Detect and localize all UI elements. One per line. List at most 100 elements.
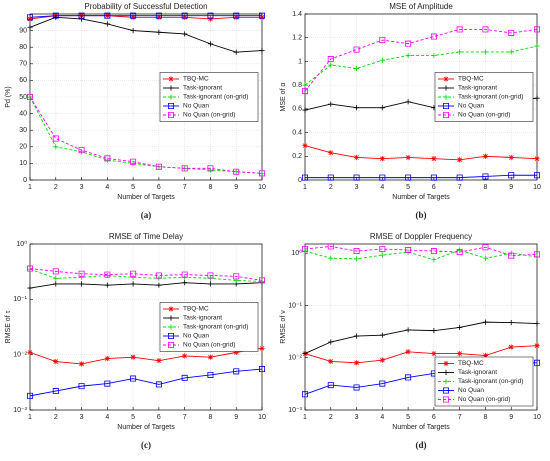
point-marker: [78, 383, 85, 390]
legend-marker: [443, 387, 449, 394]
point-marker: [353, 174, 360, 181]
point-marker: [405, 40, 412, 47]
legend-marker: [443, 112, 449, 118]
point-marker: [155, 272, 162, 279]
y-tick-label: 10⁻³: [13, 407, 27, 414]
y-axis-label: MSE of α: [280, 83, 287, 112]
legend-marker: [443, 396, 449, 403]
point-marker: [181, 374, 188, 381]
x-tick-label: 10: [533, 414, 541, 421]
point-marker: [379, 332, 385, 338]
y-tick-label: 1.2: [292, 35, 302, 42]
y-tick-label: 10⁰: [291, 249, 302, 257]
legend-label: Task-ignorant (on-grid): [458, 378, 523, 385]
legend-label: TBQ-MC: [458, 360, 484, 367]
point-marker: [482, 244, 489, 251]
x-tick-label: 10: [258, 414, 266, 421]
point-marker: [207, 167, 214, 173]
x-tick-label: 10: [258, 184, 266, 191]
series-line: [29, 15, 262, 20]
point-marker: [302, 143, 308, 149]
chart-title: Probability of Successful Detection: [84, 2, 207, 11]
series-line: [304, 321, 538, 355]
legend-marker: [443, 378, 449, 385]
legend-marker: [168, 306, 174, 312]
point-marker: [379, 37, 386, 44]
legend-marker: [168, 315, 174, 321]
legend-label: Task-ignorant: [183, 315, 222, 322]
point-marker: [353, 256, 360, 262]
point-marker: [328, 150, 334, 156]
legend-marker: [443, 85, 449, 91]
point-marker: [156, 29, 162, 35]
point-marker: [104, 21, 110, 27]
point-marker: [302, 248, 308, 254]
point-marker: [207, 371, 214, 378]
series-line: [29, 268, 263, 281]
point-marker: [78, 281, 85, 287]
x-tick-label: 4: [380, 184, 384, 191]
point-marker: [78, 361, 85, 367]
x-tick-label: 1: [303, 184, 307, 191]
point-marker: [302, 246, 308, 253]
point-marker: [233, 273, 240, 280]
legend: TBQ-MC Task-ignorant Task-ignorant (on-gri…: [434, 72, 534, 122]
legend-label: No Quan: [458, 103, 484, 110]
legend-marker: [168, 324, 174, 330]
point-marker: [104, 12, 111, 19]
point-marker: [207, 41, 214, 47]
y-tick-label: 1: [298, 58, 302, 65]
x-tick-label: 5: [131, 414, 135, 421]
legend-label: No Quan: [183, 333, 209, 340]
point-marker: [259, 47, 265, 54]
x-tick-label: 3: [80, 414, 84, 421]
x-tick-label: 6: [432, 414, 436, 421]
series-line: [29, 368, 263, 397]
point-marker: [302, 391, 308, 398]
point-marker: [78, 274, 85, 280]
point-marker: [130, 28, 136, 34]
point-marker: [207, 165, 214, 172]
point-marker: [405, 374, 412, 381]
point-marker: [155, 381, 162, 388]
point-marker: [353, 248, 360, 255]
point-marker: [379, 57, 385, 63]
x-tick-label: 7: [183, 414, 187, 421]
point-marker: [482, 26, 489, 33]
legend-marker: [168, 333, 174, 339]
point-marker: [482, 153, 489, 159]
point-marker: [327, 382, 334, 389]
x-tick-label: 3: [80, 184, 84, 191]
legend-marker: [443, 76, 449, 82]
point-marker: [379, 156, 385, 162]
point-marker: [182, 14, 188, 20]
point-marker: [78, 270, 85, 277]
legend-label: No Quan (on-grid): [458, 396, 510, 403]
point-marker: [328, 339, 334, 345]
y-tick-label: 70: [19, 61, 27, 68]
point-marker: [353, 154, 360, 161]
legend-label: No Quan (on-grid): [458, 112, 510, 119]
legend-label: TBQ-MC: [183, 76, 209, 83]
x-tick-label: 9: [234, 184, 238, 191]
point-marker: [430, 174, 437, 181]
point-marker: [328, 101, 334, 107]
x-axis-label: Number of Targets: [117, 194, 175, 201]
legend-label: Task-ignorant (on-grid): [183, 324, 248, 331]
point-marker: [302, 88, 308, 95]
point-marker: [156, 358, 162, 364]
series-line: [304, 245, 538, 257]
point-marker: [302, 350, 308, 357]
point-marker: [181, 165, 188, 172]
legend-label: TBQ-MC: [183, 306, 209, 313]
y-tick-label: 10⁰: [16, 240, 27, 248]
legend-box: [434, 72, 534, 122]
y-axis-label: RMSE of τ: [5, 310, 12, 343]
legend-marker: [168, 94, 174, 100]
point-marker: [456, 249, 463, 256]
x-tick-label: 8: [208, 414, 212, 421]
point-marker: [155, 163, 162, 170]
legend-marker: [443, 369, 449, 376]
point-marker: [508, 172, 515, 179]
point-marker: [508, 320, 514, 326]
